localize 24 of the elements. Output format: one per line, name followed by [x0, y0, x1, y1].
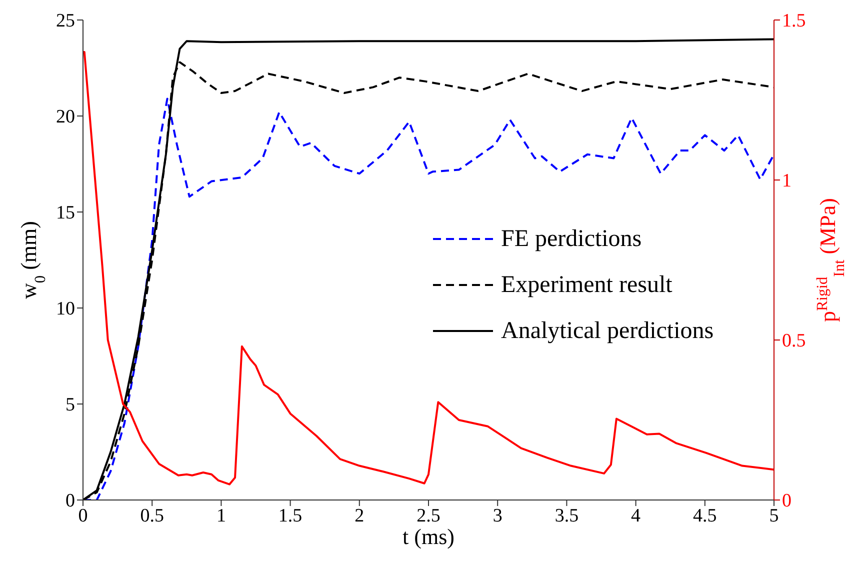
x-tick-label: 3.5 [554, 505, 579, 526]
x-tick-label: 4 [631, 505, 642, 526]
y-tick-label: 10 [56, 298, 75, 320]
y2-tick-label: 0 [782, 490, 792, 512]
x-tick-label: 1 [216, 505, 226, 526]
x-tick-label: 2 [354, 505, 364, 526]
x-tick-label: 1.5 [278, 505, 302, 526]
x-tick-label: 0.5 [140, 505, 164, 526]
y2-tick-label: 1 [782, 170, 792, 192]
y2-tick-label: 0.5 [782, 330, 806, 352]
x-tick-label: 3 [492, 505, 502, 526]
y-tick-label: 0 [66, 490, 75, 512]
y-tick-label: 20 [56, 106, 75, 128]
legend-label: FE perdictions [501, 226, 642, 252]
legend-label: Experiment result [501, 272, 672, 298]
x-tick-label: 4.5 [693, 505, 717, 526]
y-tick-label: 15 [56, 202, 75, 224]
y-tick-label: 5 [66, 394, 75, 416]
x-tick-label: 2.5 [416, 505, 440, 526]
y2-tick-label: 1.5 [782, 10, 806, 32]
x-axis-title: t (ms) [402, 524, 454, 549]
y-tick-label: 25 [56, 10, 75, 32]
legend-label: Analytical perdictions [501, 318, 714, 344]
x-tick-label: 5 [769, 505, 779, 526]
